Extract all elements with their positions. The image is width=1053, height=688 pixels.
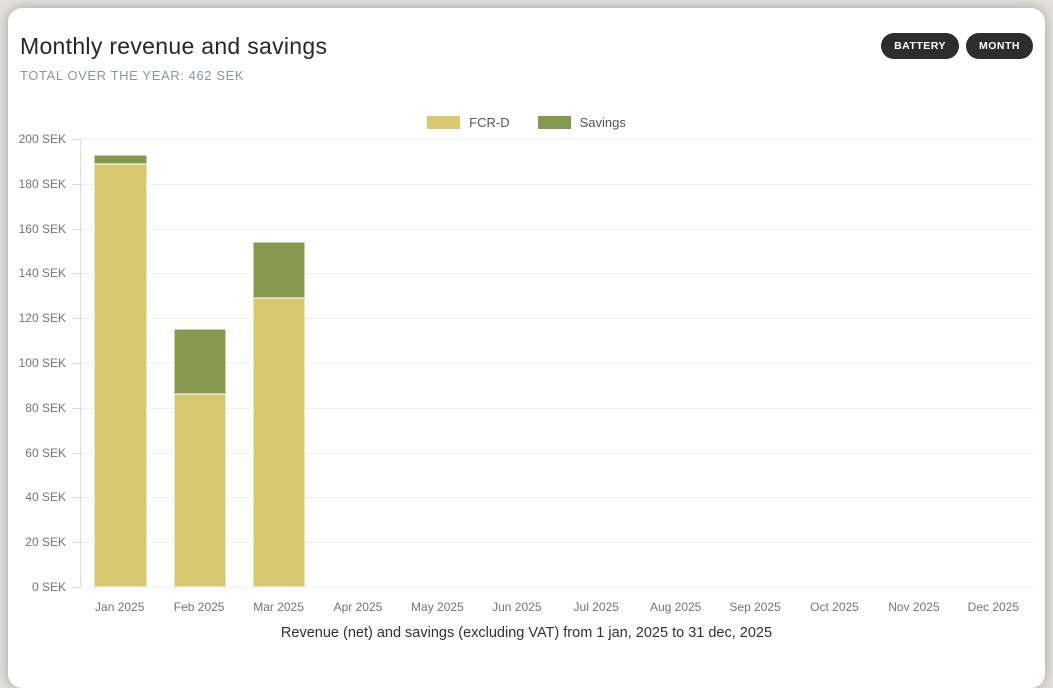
bar-fcr-d-jan-2025[interactable] [94,163,147,587]
month-button[interactable]: MONTH [966,33,1033,59]
x-tick-label-may-2025: May 2025 [411,600,464,614]
gridline [81,497,1033,499]
y-tick-mark [72,318,80,320]
x-tick-label-dec-2025: Dec 2025 [967,600,1020,614]
gridline [81,139,1033,140]
legend-item-savings: Savings [537,115,626,130]
bar-slot-aug-2025 [636,139,715,587]
x-tick-label-oct-2025: Oct 2025 [810,600,859,614]
gridline [81,273,1033,275]
y-tick-mark [72,228,80,230]
bar-savings-feb-2025[interactable] [173,329,227,395]
x-tick-label-apr-2025: Apr 2025 [333,600,383,614]
bar-slot-jun-2025 [478,139,557,587]
y-tick-label: 200 SEK [18,132,66,146]
y-tick-mark [72,363,80,364]
y-tick-label: 40 SEK [25,490,66,505]
bar-savings-jan-2025[interactable] [94,154,147,164]
bar-slot-jan-2025 [81,139,160,587]
total-over-year-subtitle: TOTAL OVER THE YEAR: 462 SEK [20,68,245,83]
gridline [81,407,1033,409]
bar-savings-mar-2025[interactable] [253,242,306,299]
y-tick-mark [72,497,80,499]
y-tick-mark [72,139,80,140]
legend-item-fcr-d: FCR-D [427,115,510,130]
gridline [81,183,1033,185]
gridline [81,318,1033,320]
gridline [81,587,1033,588]
x-tick-label-nov-2025: Nov 2025 [888,600,940,614]
gridline [81,228,1033,230]
gridline [81,452,1033,454]
x-axis: Jan 2025 Feb 2025 Mar 2025 Apr 2025 May 2025… [80,600,1033,614]
chart: 0 SEK 20 SEK 40 SEK 60 SEK 80 SEK 100 SEK 120 … [8,131,1045,636]
y-tick-label: 160 SEK [18,221,66,236]
bar-slot-jul-2025 [557,139,636,587]
bar-slot-nov-2025 [874,139,953,587]
bar-slot-mar-2025 [240,139,319,587]
y-tick-mark [72,273,80,275]
y-tick-label: 120 SEK [18,311,66,326]
header: Monthly revenue and savings TOTAL OVER T… [8,8,1045,83]
bar-slot-apr-2025 [319,139,398,587]
legend-label: Savings [579,115,626,130]
y-tick-label: 100 SEK [18,356,66,370]
y-tick-mark [72,452,80,454]
chart-card: Monthly revenue and savings TOTAL OVER T… [8,8,1045,688]
legend-swatch-fcr-d [427,116,461,129]
page-title: Monthly revenue and savings [20,33,328,59]
battery-button[interactable]: BATTERY [881,33,959,59]
bar-fcr-d-feb-2025[interactable] [173,394,227,587]
gridline [81,363,1033,364]
y-tick-label: 80 SEK [25,400,66,415]
legend-swatch-savings [537,116,571,129]
y-tick-mark [72,542,80,544]
y-tick-label: 0 SEK [31,580,66,594]
y-tick-mark [72,407,80,409]
bar-slot-may-2025 [398,139,477,587]
y-tick-label: 60 SEK [25,445,66,460]
plot-area [80,139,1033,588]
x-tick-label-jan-2025: Jan 2025 [95,600,145,614]
bar-slot-oct-2025 [795,139,874,587]
x-tick-label-feb-2025: Feb 2025 [173,600,225,614]
y-tick-mark [72,587,80,588]
legend-label: FCR-D [469,115,510,130]
bar-slot-sep-2025 [716,139,795,587]
x-tick-label-sep-2025: Sep 2025 [729,600,781,614]
y-tick-label: 140 SEK [18,266,66,281]
x-tick-label-aug-2025: Aug 2025 [649,600,702,614]
y-axis: 0 SEK 20 SEK 40 SEK 60 SEK 80 SEK 100 SEK 120 … [8,131,80,636]
header-buttons: BATTERY MONTH [881,33,1033,59]
gridline [81,542,1033,544]
x-tick-label-mar-2025: Mar 2025 [253,600,304,614]
y-tick-label: 180 SEK [18,176,66,191]
legend: FCR-D Savings [8,115,1045,130]
bar-slot-dec-2025 [954,139,1033,587]
bar-slot-feb-2025 [160,139,239,587]
y-tick-mark [72,183,80,185]
y-tick-label: 20 SEK [25,535,66,550]
x-tick-label-jul-2025: Jul 2025 [573,600,619,614]
bar-fcr-d-mar-2025[interactable] [253,298,306,587]
x-tick-label-jun-2025: Jun 2025 [492,600,542,614]
chart-caption: Revenue (net) and savings (excluding VAT… [280,625,773,641]
